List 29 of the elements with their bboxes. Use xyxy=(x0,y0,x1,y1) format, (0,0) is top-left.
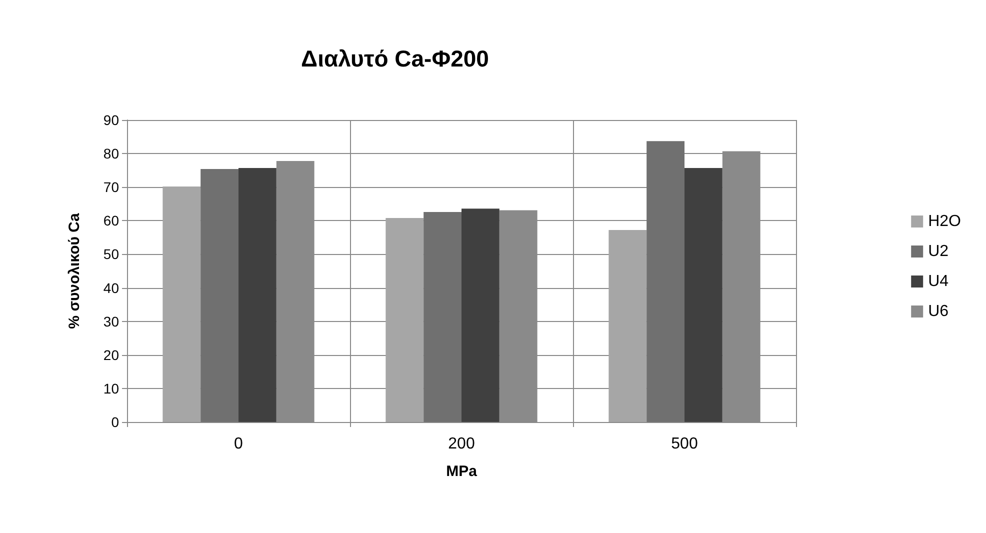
bar xyxy=(646,141,684,422)
y-tick-label: 0 xyxy=(111,414,120,430)
x-tick-label: 500 xyxy=(671,436,698,452)
y-tick-label: 40 xyxy=(103,280,120,296)
bar xyxy=(238,168,276,422)
bar xyxy=(424,212,462,422)
y-tick-label: 30 xyxy=(103,313,120,330)
y-tick-label: 80 xyxy=(103,146,120,162)
x-axis-title: MPa xyxy=(446,463,478,480)
bar xyxy=(608,230,647,422)
bar xyxy=(200,168,238,422)
y-tick-label: 10 xyxy=(103,380,120,396)
chart-title: Διαλυτό Ca-Φ200 xyxy=(301,46,489,72)
x-tick-label: 200 xyxy=(448,436,475,452)
y-tick-label: 60 xyxy=(103,212,120,229)
y-tick-label: 90 xyxy=(103,112,120,128)
legend-label: U2 xyxy=(928,243,949,260)
y-tick-label: 50 xyxy=(103,246,120,262)
y-tick-label: 70 xyxy=(103,179,120,196)
bar xyxy=(684,168,722,422)
legend-label: U6 xyxy=(928,303,949,320)
bar xyxy=(386,218,424,422)
y-axis-title: % συνολικού Ca xyxy=(66,212,83,329)
legend-label: U4 xyxy=(928,273,949,290)
legend-label: H2O xyxy=(928,213,962,230)
bar xyxy=(462,208,500,422)
bar xyxy=(162,186,201,422)
x-tick-label: 0 xyxy=(234,436,244,452)
y-tick-label: 20 xyxy=(103,346,120,363)
